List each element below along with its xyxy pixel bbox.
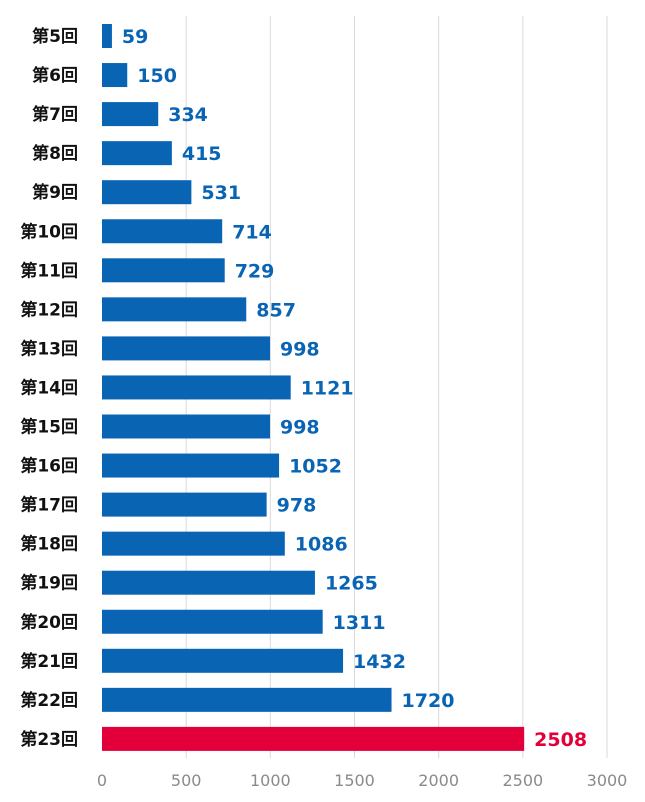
- value-label: 1265: [325, 573, 378, 595]
- x-tick-label: 1500: [334, 771, 375, 790]
- category-label: 第8回: [32, 143, 78, 164]
- value-label: 998: [280, 338, 320, 360]
- bar: [102, 258, 225, 283]
- value-label: 998: [280, 417, 320, 439]
- value-label: 1121: [301, 377, 354, 399]
- bar: [102, 297, 247, 322]
- value-label: 1086: [295, 534, 348, 556]
- bar: [102, 570, 315, 595]
- bar: [102, 687, 392, 712]
- bar: [102, 453, 280, 478]
- value-label: 1720: [402, 690, 455, 712]
- category-label: 第17回: [20, 495, 78, 516]
- bar: [102, 375, 291, 400]
- x-tick-label: 2500: [502, 771, 543, 790]
- value-label: 714: [232, 221, 272, 243]
- category-label: 第10回: [20, 221, 78, 242]
- category-label: 第5回: [32, 26, 78, 47]
- category-label: 第21回: [20, 651, 78, 672]
- value-label: 1052: [289, 456, 342, 478]
- category-label: 第14回: [20, 377, 78, 398]
- value-label: 531: [201, 182, 241, 204]
- value-label: 334: [168, 104, 208, 126]
- bar: [102, 102, 159, 127]
- bar-highlight: [102, 726, 525, 751]
- category-label: 第6回: [32, 65, 78, 86]
- gridlines: [185, 16, 608, 758]
- category-label: 第20回: [20, 612, 78, 633]
- category-label: 第7回: [32, 104, 78, 125]
- value-label: 1311: [333, 612, 386, 634]
- value-label: 150: [137, 65, 177, 87]
- x-tick-label: 500: [171, 771, 202, 790]
- category-label: 第9回: [32, 182, 78, 203]
- category-label: 第18回: [20, 534, 78, 555]
- category-label: 第15回: [20, 417, 78, 438]
- bar: [102, 63, 128, 88]
- value-label: 59: [122, 26, 148, 48]
- category-label: 第23回: [20, 729, 78, 750]
- bar: [102, 141, 172, 166]
- bar: [102, 336, 270, 361]
- category-label: 第16回: [20, 456, 78, 477]
- x-tick-label: 2000: [418, 771, 459, 790]
- bar: [102, 609, 323, 634]
- x-tick-label: 1000: [250, 771, 291, 790]
- bars: [102, 24, 525, 751]
- bar: [102, 492, 267, 517]
- bar: [102, 24, 112, 48]
- category-label: 第12回: [20, 299, 78, 320]
- value-label: 729: [235, 260, 275, 282]
- category-labels: 第5回第6回第7回第8回第9回第10回第11回第12回第13回第14回第15回第…: [20, 26, 78, 750]
- value-label: 1432: [353, 651, 406, 673]
- x-tick-label: 0: [97, 771, 107, 790]
- bar: [102, 219, 223, 244]
- bar: [102, 531, 285, 556]
- bar: [102, 648, 344, 673]
- value-label: 2508: [534, 729, 587, 751]
- bar: [102, 414, 270, 439]
- value-label: 978: [277, 495, 317, 517]
- bar: [102, 180, 192, 205]
- category-label: 第22回: [20, 690, 78, 711]
- value-label: 857: [256, 299, 296, 321]
- category-label: 第19回: [20, 573, 78, 594]
- category-label: 第13回: [20, 338, 78, 359]
- x-axis-ticks: 0 500 1000 1500 2000 2500 3000: [97, 771, 627, 790]
- value-label: 415: [182, 143, 222, 165]
- value-labels: 59 150 334 415 531 714 729 857 998 1121 998 1052 978…: [122, 26, 587, 751]
- x-tick-label: 3000: [587, 771, 628, 790]
- category-label: 第11回: [20, 260, 78, 281]
